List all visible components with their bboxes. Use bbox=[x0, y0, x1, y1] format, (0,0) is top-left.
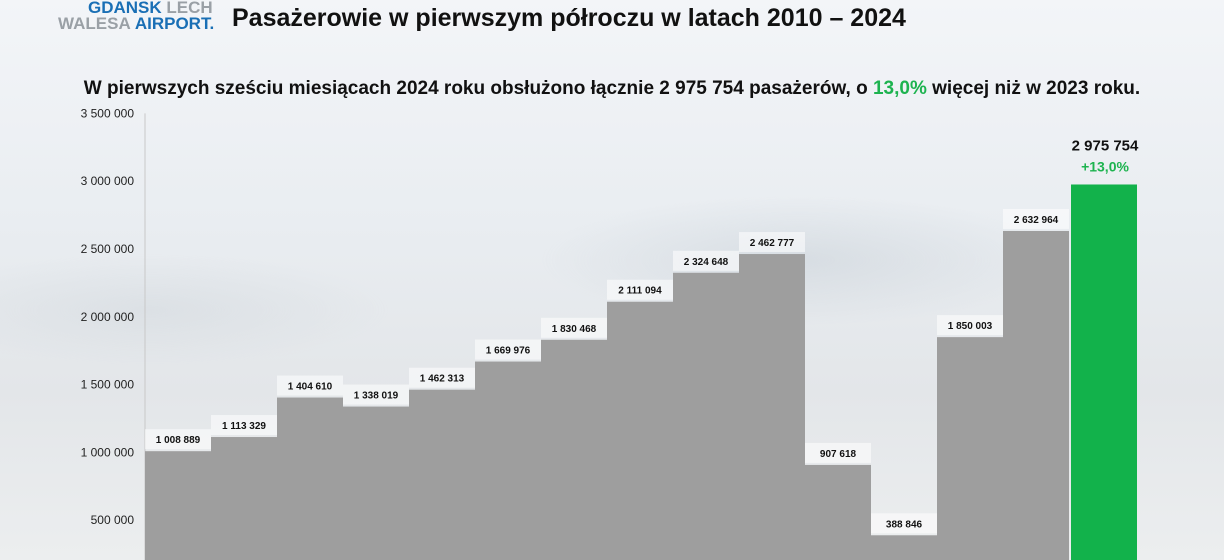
data-label-background bbox=[805, 442, 871, 463]
data-label-background bbox=[409, 367, 475, 388]
data-label: 388 846 bbox=[886, 519, 923, 530]
data-label: 1 850 003 bbox=[948, 321, 993, 332]
data-label-background bbox=[1003, 208, 1069, 229]
logo-text: GDANSK bbox=[88, 0, 162, 17]
bar-2010 bbox=[145, 451, 211, 560]
data-label-background bbox=[541, 317, 607, 338]
airport-logo: GDANSK LECH WALESA AIRPORT. bbox=[58, 0, 214, 32]
subtitle-highlight: 13,0% bbox=[872, 78, 927, 99]
data-label: 2 324 648 bbox=[684, 257, 729, 268]
data-label: 1 462 313 bbox=[420, 374, 465, 385]
bar-2022 bbox=[937, 337, 1003, 560]
data-label-background bbox=[871, 513, 937, 534]
bar-2021 bbox=[871, 535, 937, 560]
data-label: 907 618 bbox=[820, 449, 857, 460]
y-tick-label: 500 000 bbox=[91, 513, 135, 527]
bar-2019 bbox=[739, 254, 805, 560]
data-label-background bbox=[673, 250, 739, 271]
data-label: 2 975 754 bbox=[1072, 137, 1139, 154]
subtitle-text: W pierwszych sześciu miesiącach 2024 rok… bbox=[83, 78, 873, 99]
logo-text: AIRPORT. bbox=[134, 14, 215, 33]
data-label: 1 113 329 bbox=[222, 421, 266, 432]
data-label: 1 669 976 bbox=[486, 346, 531, 357]
data-label-background bbox=[739, 232, 805, 253]
bar-2016 bbox=[541, 339, 607, 560]
data-label-background bbox=[277, 375, 343, 396]
subtitle-text: więcej niż w 2023 roku. bbox=[926, 78, 1141, 99]
data-label-background bbox=[211, 415, 277, 436]
bar-2014 bbox=[409, 389, 475, 560]
y-tick-label: 1 500 000 bbox=[81, 378, 135, 392]
y-tick-label: 1 000 000 bbox=[81, 445, 135, 459]
subtitle: W pierwszych sześciu miesiącach 2024 rok… bbox=[0, 78, 1224, 100]
y-tick-label: 2 500 000 bbox=[81, 242, 135, 256]
logo-text: LECH bbox=[166, 0, 213, 17]
data-label: 1 404 610 bbox=[288, 382, 333, 393]
growth-annotation: +13,0% bbox=[1081, 158, 1129, 174]
data-label: 2 462 777 bbox=[750, 238, 795, 249]
bar-2020 bbox=[805, 464, 871, 560]
data-label-background bbox=[607, 279, 673, 300]
data-label-background bbox=[475, 339, 541, 360]
data-label: 2 632 964 bbox=[1014, 215, 1059, 226]
y-tick-label: 3 000 000 bbox=[81, 174, 135, 188]
page-title: Pasażerowie w pierwszym półroczu w latac… bbox=[232, 4, 906, 32]
y-tick-label: 3 500 000 bbox=[81, 106, 135, 120]
bar-2011 bbox=[211, 437, 277, 560]
bar-2012 bbox=[277, 397, 343, 560]
data-label: 1 830 468 bbox=[552, 324, 597, 335]
bar-2018 bbox=[673, 272, 739, 560]
data-label: 1 338 019 bbox=[354, 391, 399, 402]
y-tick-label: 2 000 000 bbox=[81, 310, 135, 324]
bar-2023 bbox=[1003, 230, 1069, 560]
data-label: 2 111 094 bbox=[618, 286, 662, 297]
bar-2015 bbox=[475, 361, 541, 560]
data-label-background bbox=[937, 315, 1003, 336]
bar-2017 bbox=[607, 301, 673, 560]
data-label: 1 008 889 bbox=[156, 435, 201, 446]
bar-2024 bbox=[1071, 184, 1137, 560]
logo-text: WALESA bbox=[58, 14, 131, 33]
data-label-background bbox=[145, 429, 211, 450]
data-label-background bbox=[343, 384, 409, 405]
bar-2013 bbox=[343, 406, 409, 560]
